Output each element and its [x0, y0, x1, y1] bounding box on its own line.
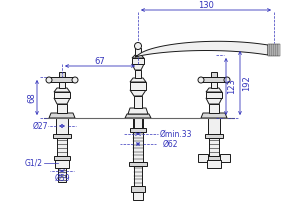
- Bar: [135, 48, 141, 55]
- Bar: [276, 44, 278, 56]
- Text: 130: 130: [198, 2, 214, 11]
- Bar: [278, 44, 280, 56]
- Text: Ø62: Ø62: [162, 140, 178, 149]
- Bar: [55, 160, 69, 168]
- Polygon shape: [132, 55, 144, 58]
- Text: 67: 67: [94, 57, 105, 66]
- Polygon shape: [130, 78, 146, 82]
- Polygon shape: [206, 98, 222, 104]
- Bar: [206, 156, 222, 160]
- Text: 68: 68: [28, 92, 37, 103]
- Polygon shape: [54, 92, 70, 98]
- Polygon shape: [206, 92, 222, 98]
- Bar: [268, 44, 270, 56]
- Circle shape: [224, 77, 230, 83]
- Circle shape: [134, 43, 142, 49]
- Bar: [205, 134, 223, 138]
- Bar: [274, 44, 276, 56]
- Polygon shape: [206, 88, 222, 92]
- Bar: [59, 72, 65, 82]
- Bar: [129, 162, 147, 166]
- Polygon shape: [54, 88, 70, 92]
- Text: 123: 123: [227, 78, 236, 94]
- Polygon shape: [132, 64, 144, 70]
- Polygon shape: [135, 41, 268, 57]
- Circle shape: [72, 77, 78, 83]
- Circle shape: [198, 77, 204, 83]
- Bar: [131, 186, 145, 192]
- Bar: [53, 134, 71, 138]
- Polygon shape: [201, 113, 227, 118]
- Bar: [56, 118, 68, 134]
- Polygon shape: [49, 113, 75, 118]
- Polygon shape: [54, 98, 70, 104]
- Bar: [209, 104, 219, 113]
- Polygon shape: [132, 58, 144, 64]
- Bar: [130, 128, 146, 132]
- Polygon shape: [128, 108, 148, 114]
- Bar: [133, 192, 143, 200]
- Bar: [133, 118, 143, 130]
- Bar: [208, 118, 220, 134]
- Bar: [211, 82, 217, 88]
- Bar: [57, 138, 67, 156]
- Bar: [201, 77, 227, 82]
- Circle shape: [46, 77, 52, 83]
- Bar: [49, 77, 75, 82]
- Bar: [135, 70, 141, 78]
- Bar: [134, 96, 142, 108]
- Text: Ø59: Ø59: [54, 174, 70, 183]
- Bar: [198, 154, 208, 162]
- Bar: [220, 154, 230, 162]
- Polygon shape: [130, 82, 146, 90]
- Bar: [209, 138, 219, 156]
- Bar: [134, 118, 142, 128]
- Text: 192: 192: [242, 75, 251, 91]
- Bar: [270, 44, 272, 56]
- Bar: [272, 44, 274, 56]
- Bar: [207, 160, 221, 168]
- Bar: [134, 166, 142, 186]
- Bar: [58, 168, 66, 182]
- Text: Ø27: Ø27: [32, 121, 48, 131]
- Bar: [59, 82, 65, 88]
- Bar: [211, 72, 217, 82]
- Text: G1/2: G1/2: [25, 158, 43, 167]
- Bar: [54, 156, 70, 160]
- Bar: [133, 132, 143, 162]
- Bar: [57, 104, 67, 113]
- Polygon shape: [125, 114, 151, 118]
- Text: Ømin.33: Ømin.33: [160, 129, 192, 138]
- Polygon shape: [130, 90, 146, 96]
